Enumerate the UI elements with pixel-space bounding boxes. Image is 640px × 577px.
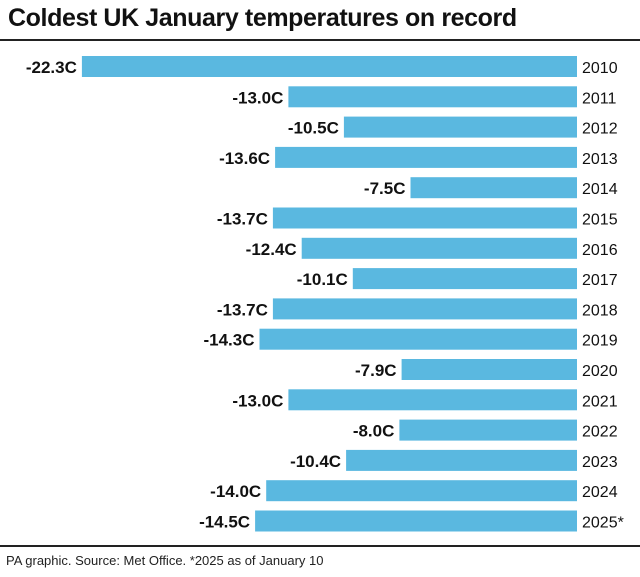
bar-2025 xyxy=(255,510,577,532)
value-label-2019: -14.3C xyxy=(203,331,254,350)
year-label-2017: 2017 xyxy=(582,272,618,289)
value-label-2014: -7.5C xyxy=(364,179,406,198)
value-label-2016: -12.4C xyxy=(246,240,297,259)
value-label-2022: -8.0C xyxy=(353,422,395,441)
year-label-2011: 2011 xyxy=(582,90,617,107)
bar-2021 xyxy=(288,389,577,411)
value-label-2011: -13.0C xyxy=(232,88,283,107)
bar-2013 xyxy=(275,146,577,168)
year-label-2021: 2021 xyxy=(582,393,618,410)
bar-2012 xyxy=(343,116,577,138)
year-label-2015: 2015 xyxy=(582,212,618,229)
year-label-2016: 2016 xyxy=(582,242,618,259)
bar-2019 xyxy=(259,328,577,350)
source-note: PA graphic. Source: Met Office. *2025 as… xyxy=(6,553,324,568)
value-label-2015: -13.7C xyxy=(217,210,268,229)
bar-2014 xyxy=(410,177,577,199)
bar-2023 xyxy=(346,449,577,471)
bar-2024 xyxy=(266,480,577,502)
top-rule xyxy=(0,39,640,41)
bar-2016 xyxy=(301,237,577,259)
value-label-2017: -10.1C xyxy=(297,270,348,289)
bar-chart: -22.3C 2010 -13.0C 2011 -10.5C 2012 -13.6C 2013… xyxy=(26,56,624,532)
bottom-rule xyxy=(0,545,640,547)
value-label-2012: -10.5C xyxy=(288,119,339,138)
bar-2011 xyxy=(288,86,577,108)
year-label-2019: 2019 xyxy=(582,333,618,350)
year-label-2023: 2023 xyxy=(582,454,618,471)
bar-2020 xyxy=(401,359,577,380)
bar-2015 xyxy=(272,207,577,229)
year-label-2012: 2012 xyxy=(582,121,618,138)
year-label-2010: 2010 xyxy=(582,60,618,77)
value-label-2025: -14.5C xyxy=(199,513,250,532)
year-label-2018: 2018 xyxy=(582,302,618,319)
year-label-2020: 2020 xyxy=(582,363,618,380)
value-label-2013: -13.6C xyxy=(219,149,270,168)
value-label-2023: -10.4C xyxy=(290,452,341,471)
bar-2017 xyxy=(352,268,577,290)
chart-title: Coldest UK January temperatures on recor… xyxy=(8,4,517,32)
year-label-2014: 2014 xyxy=(582,181,618,198)
bar-2010 xyxy=(81,56,578,77)
bar-2018 xyxy=(272,298,577,320)
year-label-2022: 2022 xyxy=(582,424,618,441)
value-label-2020: -7.9C xyxy=(355,361,397,380)
value-label-2010: -22.3C xyxy=(26,58,77,77)
bar-2022 xyxy=(399,419,577,441)
value-label-2018: -13.7C xyxy=(217,300,268,319)
value-label-2021: -13.0C xyxy=(232,391,283,410)
year-label-2024: 2024 xyxy=(582,484,618,501)
value-label-2024: -14.0C xyxy=(210,482,261,501)
year-label-2025: 2025* xyxy=(582,515,624,532)
year-label-2013: 2013 xyxy=(582,151,618,168)
